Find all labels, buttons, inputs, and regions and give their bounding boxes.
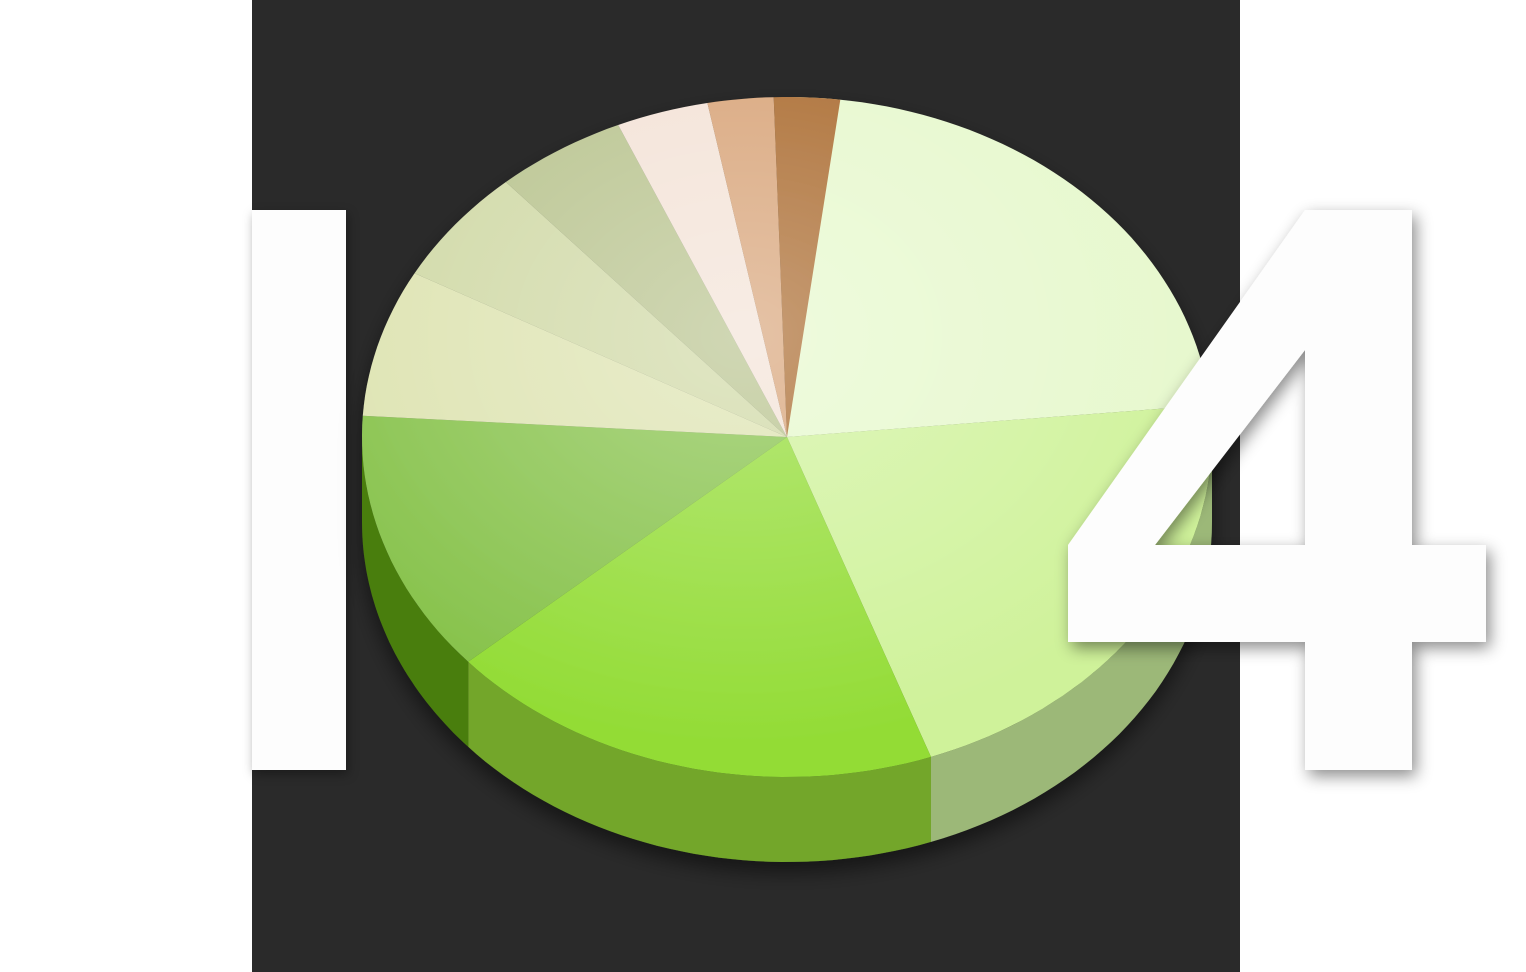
pie-slice-side-1 xyxy=(931,437,1212,842)
vertical-bar-glyph xyxy=(252,210,346,770)
pie-slices xyxy=(362,97,1212,862)
pie-slice-side-2 xyxy=(468,661,931,862)
pie-highlight xyxy=(362,97,1212,777)
pie-slice-side-3 xyxy=(362,437,469,747)
